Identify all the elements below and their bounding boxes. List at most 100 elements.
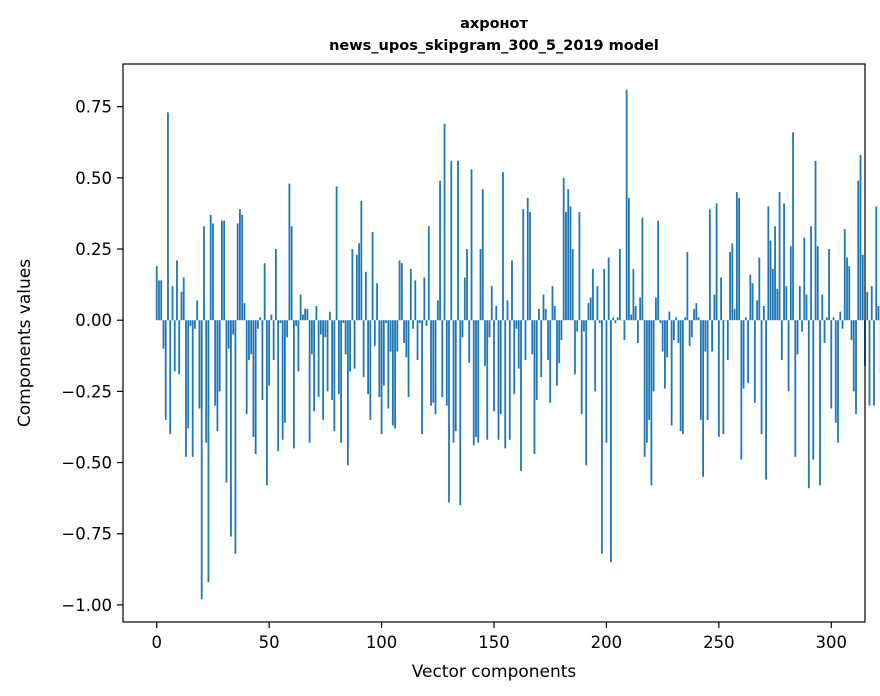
bar — [812, 320, 815, 460]
bar — [421, 320, 423, 435]
bar — [549, 320, 552, 403]
bar — [331, 320, 334, 400]
bar — [155, 266, 158, 321]
bar — [702, 320, 705, 477]
bar — [403, 320, 405, 343]
bar — [439, 180, 441, 321]
x-tick-label: 100 — [366, 633, 398, 652]
bar — [209, 214, 212, 321]
bar — [735, 192, 738, 321]
bar — [387, 320, 390, 409]
bar — [614, 320, 617, 324]
bar — [675, 317, 678, 321]
bar — [589, 297, 592, 321]
bar — [191, 320, 194, 457]
x-tick-label: 250 — [703, 633, 735, 652]
bar — [574, 320, 576, 375]
bar — [877, 305, 880, 321]
bar — [513, 320, 516, 395]
chart-title-line1: ахронот — [460, 16, 528, 32]
bar — [565, 212, 567, 321]
bar — [448, 320, 450, 503]
bar — [436, 300, 439, 321]
bar — [239, 209, 241, 321]
bar — [495, 305, 498, 321]
bar — [353, 320, 356, 369]
bar — [708, 209, 711, 321]
bar — [463, 277, 466, 321]
bar — [771, 268, 774, 321]
bar — [657, 220, 660, 321]
bar — [517, 320, 520, 369]
bar — [481, 189, 484, 321]
bar — [717, 320, 720, 437]
bar — [364, 271, 367, 321]
bar — [358, 243, 360, 321]
bar — [461, 320, 464, 338]
bar — [324, 320, 327, 338]
bar — [266, 320, 268, 486]
bar — [857, 180, 860, 321]
bar — [731, 243, 734, 321]
bar — [601, 320, 603, 554]
bar — [776, 288, 779, 321]
bar — [520, 320, 522, 472]
bar — [187, 320, 190, 429]
bar — [801, 320, 803, 332]
bar — [337, 320, 340, 395]
bar — [232, 320, 235, 335]
bar — [785, 286, 788, 321]
bar — [385, 320, 387, 324]
bar — [556, 320, 558, 386]
bar — [479, 249, 482, 321]
bar — [169, 320, 172, 435]
bar — [355, 254, 358, 321]
bars-group — [155, 89, 880, 600]
bar — [837, 320, 839, 443]
bar — [254, 320, 257, 455]
bar — [583, 320, 585, 332]
bar — [414, 280, 417, 321]
bar — [394, 320, 396, 429]
bar — [825, 317, 828, 321]
bar — [340, 320, 342, 443]
bar — [389, 320, 392, 352]
bar — [542, 294, 545, 321]
bar — [875, 206, 878, 321]
bar — [405, 320, 408, 358]
bar — [443, 123, 446, 321]
bar — [457, 160, 459, 321]
bar — [810, 226, 812, 321]
bar — [704, 320, 707, 352]
bar — [194, 320, 196, 329]
bar — [263, 263, 266, 321]
bar — [275, 249, 277, 321]
bar — [236, 223, 239, 321]
bar — [508, 320, 511, 440]
bar — [751, 283, 754, 321]
bar — [558, 320, 561, 363]
bar — [459, 320, 462, 506]
bar — [488, 320, 491, 338]
bar — [286, 320, 289, 338]
bar — [248, 320, 250, 361]
bar — [789, 246, 792, 321]
bar — [290, 226, 293, 321]
bar — [522, 209, 525, 321]
bar — [346, 320, 349, 466]
bar — [843, 229, 846, 321]
bar — [407, 320, 410, 398]
bar — [762, 305, 765, 321]
bar — [270, 314, 273, 321]
bar — [625, 89, 628, 321]
bar — [846, 257, 848, 321]
bar — [562, 177, 565, 321]
bar — [310, 320, 313, 355]
y-tick-label: 0.75 — [75, 98, 112, 117]
bar — [373, 320, 376, 346]
bar — [470, 169, 473, 321]
bar — [450, 160, 453, 321]
bar — [511, 260, 513, 321]
bar — [281, 320, 284, 440]
bar — [641, 217, 644, 321]
